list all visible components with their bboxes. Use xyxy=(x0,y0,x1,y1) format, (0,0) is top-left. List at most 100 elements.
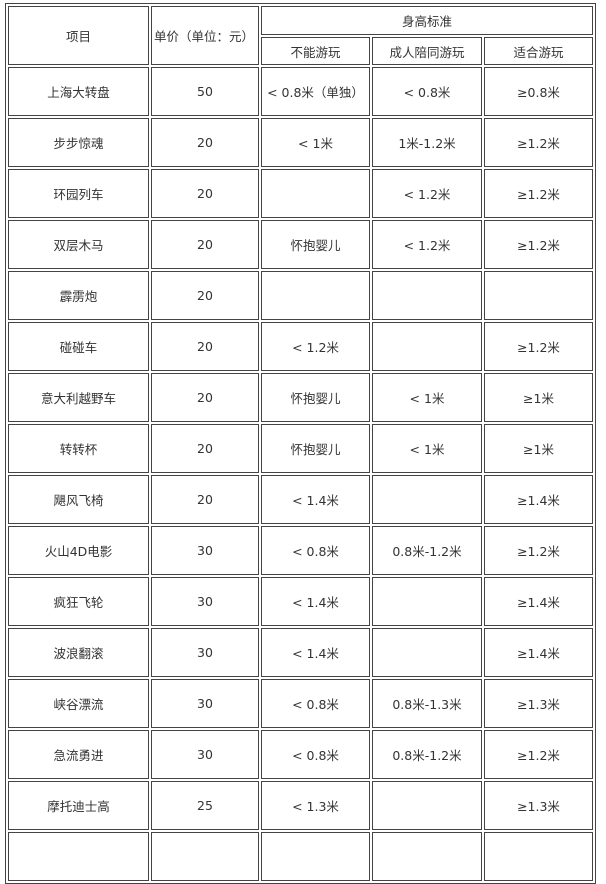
cell-price: 25 xyxy=(151,781,259,830)
table-row: 霹雳炮 20 xyxy=(8,271,593,320)
cell-item xyxy=(8,832,149,881)
cell-cannot-play xyxy=(261,271,370,320)
cell-adult-accompany: 0.8米-1.2米 xyxy=(372,526,482,575)
cell-adult-accompany xyxy=(372,577,482,626)
cell-suitable: ≥1.2米 xyxy=(484,220,593,269)
cell-cannot-play: < 1.2米 xyxy=(261,322,370,371)
header-height-standard: 身高标准 xyxy=(261,6,593,35)
cell-adult-accompany: < 1米 xyxy=(372,424,482,473)
table-row: 疯狂飞轮 30 < 1.4米 ≥1.4米 xyxy=(8,577,593,626)
cell-cannot-play: < 0.8米 xyxy=(261,679,370,728)
table-row: 转转杯 20 怀抱婴儿 < 1米 ≥1米 xyxy=(8,424,593,473)
header-price: 单价（单位：元） xyxy=(151,6,259,65)
cell-item: 飓风飞椅 xyxy=(8,475,149,524)
cell-item: 双层木马 xyxy=(8,220,149,269)
cell-cannot-play: < 0.8米（单独） xyxy=(261,67,370,116)
cell-cannot-play: < 1.4米 xyxy=(261,628,370,677)
table-row: 步步惊魂 20 < 1米 1米-1.2米 ≥1.2米 xyxy=(8,118,593,167)
cell-item: 摩托迪士高 xyxy=(8,781,149,830)
cell-suitable: ≥1.4米 xyxy=(484,475,593,524)
cell-item: 急流勇进 xyxy=(8,730,149,779)
cell-item: 碰碰车 xyxy=(8,322,149,371)
cell-cannot-play: < 1.4米 xyxy=(261,577,370,626)
cell-price: 30 xyxy=(151,730,259,779)
cell-price: 20 xyxy=(151,322,259,371)
cell-adult-accompany xyxy=(372,781,482,830)
cell-price: 30 xyxy=(151,679,259,728)
table-row: 飓风飞椅 20 < 1.4米 ≥1.4米 xyxy=(8,475,593,524)
cell-price: 20 xyxy=(151,118,259,167)
cell-cannot-play: < 1米 xyxy=(261,118,370,167)
cell-adult-accompany: 1米-1.2米 xyxy=(372,118,482,167)
table-row: 碰碰车 20 < 1.2米 ≥1.2米 xyxy=(8,322,593,371)
ride-price-height-table: 项目 单价（单位：元） 身高标准 不能游玩 成人陪同游玩 适合游玩 上海大转盘 5… xyxy=(5,3,596,884)
cell-item: 意大利越野车 xyxy=(8,373,149,422)
cell-adult-accompany: 0.8米-1.2米 xyxy=(372,730,482,779)
header-cannot-play: 不能游玩 xyxy=(261,37,370,65)
cell-item: 霹雳炮 xyxy=(8,271,149,320)
cell-cannot-play: 怀抱婴儿 xyxy=(261,220,370,269)
cell-suitable: ≥1.2米 xyxy=(484,322,593,371)
cell-suitable: ≥1.2米 xyxy=(484,730,593,779)
cell-price: 20 xyxy=(151,475,259,524)
cell-price: 30 xyxy=(151,577,259,626)
cell-item: 环园列车 xyxy=(8,169,149,218)
cell-cannot-play: 怀抱婴儿 xyxy=(261,373,370,422)
table-row: 双层木马 20 怀抱婴儿 < 1.2米 ≥1.2米 xyxy=(8,220,593,269)
cell-adult-accompany xyxy=(372,271,482,320)
cell-adult-accompany xyxy=(372,322,482,371)
table-row: 意大利越野车 20 怀抱婴儿 < 1米 ≥1米 xyxy=(8,373,593,422)
header-suitable: 适合游玩 xyxy=(484,37,593,65)
table-row: 上海大转盘 50 < 0.8米（单独） < 0.8米 ≥0.8米 xyxy=(8,67,593,116)
cell-cannot-play: < 0.8米 xyxy=(261,526,370,575)
cell-adult-accompany xyxy=(372,475,482,524)
table-row: 波浪翻滚 30 < 1.4米 ≥1.4米 xyxy=(8,628,593,677)
cell-adult-accompany: < 1.2米 xyxy=(372,220,482,269)
cell-suitable xyxy=(484,832,593,881)
cell-suitable: ≥1.4米 xyxy=(484,577,593,626)
table-row: 摩托迪士高 25 < 1.3米 ≥1.3米 xyxy=(8,781,593,830)
cell-cannot-play: < 1.3米 xyxy=(261,781,370,830)
cell-cannot-play: < 0.8米 xyxy=(261,730,370,779)
cell-suitable: ≥1米 xyxy=(484,373,593,422)
table-row: 急流勇进 30 < 0.8米 0.8米-1.2米 ≥1.2米 xyxy=(8,730,593,779)
cell-suitable: ≥1.4米 xyxy=(484,628,593,677)
cell-item: 转转杯 xyxy=(8,424,149,473)
cell-adult-accompany: 0.8米-1.3米 xyxy=(372,679,482,728)
cell-price: 50 xyxy=(151,67,259,116)
cell-price: 20 xyxy=(151,220,259,269)
cell-price: 30 xyxy=(151,628,259,677)
cell-suitable: ≥1.2米 xyxy=(484,118,593,167)
cell-item: 火山4D电影 xyxy=(8,526,149,575)
cell-cannot-play: < 1.4米 xyxy=(261,475,370,524)
cell-price: 20 xyxy=(151,169,259,218)
table-row: 峡谷漂流 30 < 0.8米 0.8米-1.3米 ≥1.3米 xyxy=(8,679,593,728)
table-row: 环园列车 20 < 1.2米 ≥1.2米 xyxy=(8,169,593,218)
cell-adult-accompany xyxy=(372,628,482,677)
cell-cannot-play: 怀抱婴儿 xyxy=(261,424,370,473)
cell-adult-accompany: < 1.2米 xyxy=(372,169,482,218)
cell-suitable: ≥0.8米 xyxy=(484,67,593,116)
cell-price: 30 xyxy=(151,526,259,575)
cell-suitable: ≥1.3米 xyxy=(484,679,593,728)
header-item: 项目 xyxy=(8,6,149,65)
cell-cannot-play xyxy=(261,169,370,218)
header-adult-accompany: 成人陪同游玩 xyxy=(372,37,482,65)
cell-item: 波浪翻滚 xyxy=(8,628,149,677)
table-row: 火山4D电影 30 < 0.8米 0.8米-1.2米 ≥1.2米 xyxy=(8,526,593,575)
cell-price: 20 xyxy=(151,373,259,422)
cell-suitable: ≥1米 xyxy=(484,424,593,473)
cell-price: 20 xyxy=(151,424,259,473)
cell-price: 20 xyxy=(151,271,259,320)
cell-suitable: ≥1.3米 xyxy=(484,781,593,830)
cell-price xyxy=(151,832,259,881)
cell-suitable: ≥1.2米 xyxy=(484,526,593,575)
cell-suitable xyxy=(484,271,593,320)
cell-adult-accompany: < 0.8米 xyxy=(372,67,482,116)
cell-item: 上海大转盘 xyxy=(8,67,149,116)
cell-suitable: ≥1.2米 xyxy=(484,169,593,218)
cell-item: 疯狂飞轮 xyxy=(8,577,149,626)
cell-adult-accompany xyxy=(372,832,482,881)
cell-cannot-play xyxy=(261,832,370,881)
cell-item: 峡谷漂流 xyxy=(8,679,149,728)
